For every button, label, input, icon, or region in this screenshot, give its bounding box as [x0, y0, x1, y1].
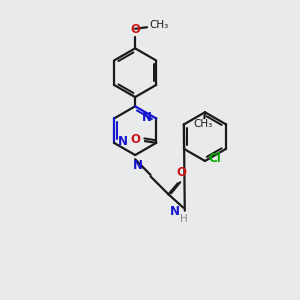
Text: H: H — [180, 214, 188, 224]
Text: CH₃: CH₃ — [150, 20, 169, 30]
Text: O: O — [177, 166, 187, 179]
Text: N: N — [133, 159, 143, 172]
Text: N: N — [169, 205, 179, 218]
Text: N: N — [142, 111, 152, 124]
Text: N: N — [118, 135, 128, 148]
Text: O: O — [130, 134, 140, 146]
Text: CH₃: CH₃ — [194, 119, 213, 129]
Text: O: O — [130, 23, 140, 36]
Text: Cl: Cl — [208, 152, 221, 165]
